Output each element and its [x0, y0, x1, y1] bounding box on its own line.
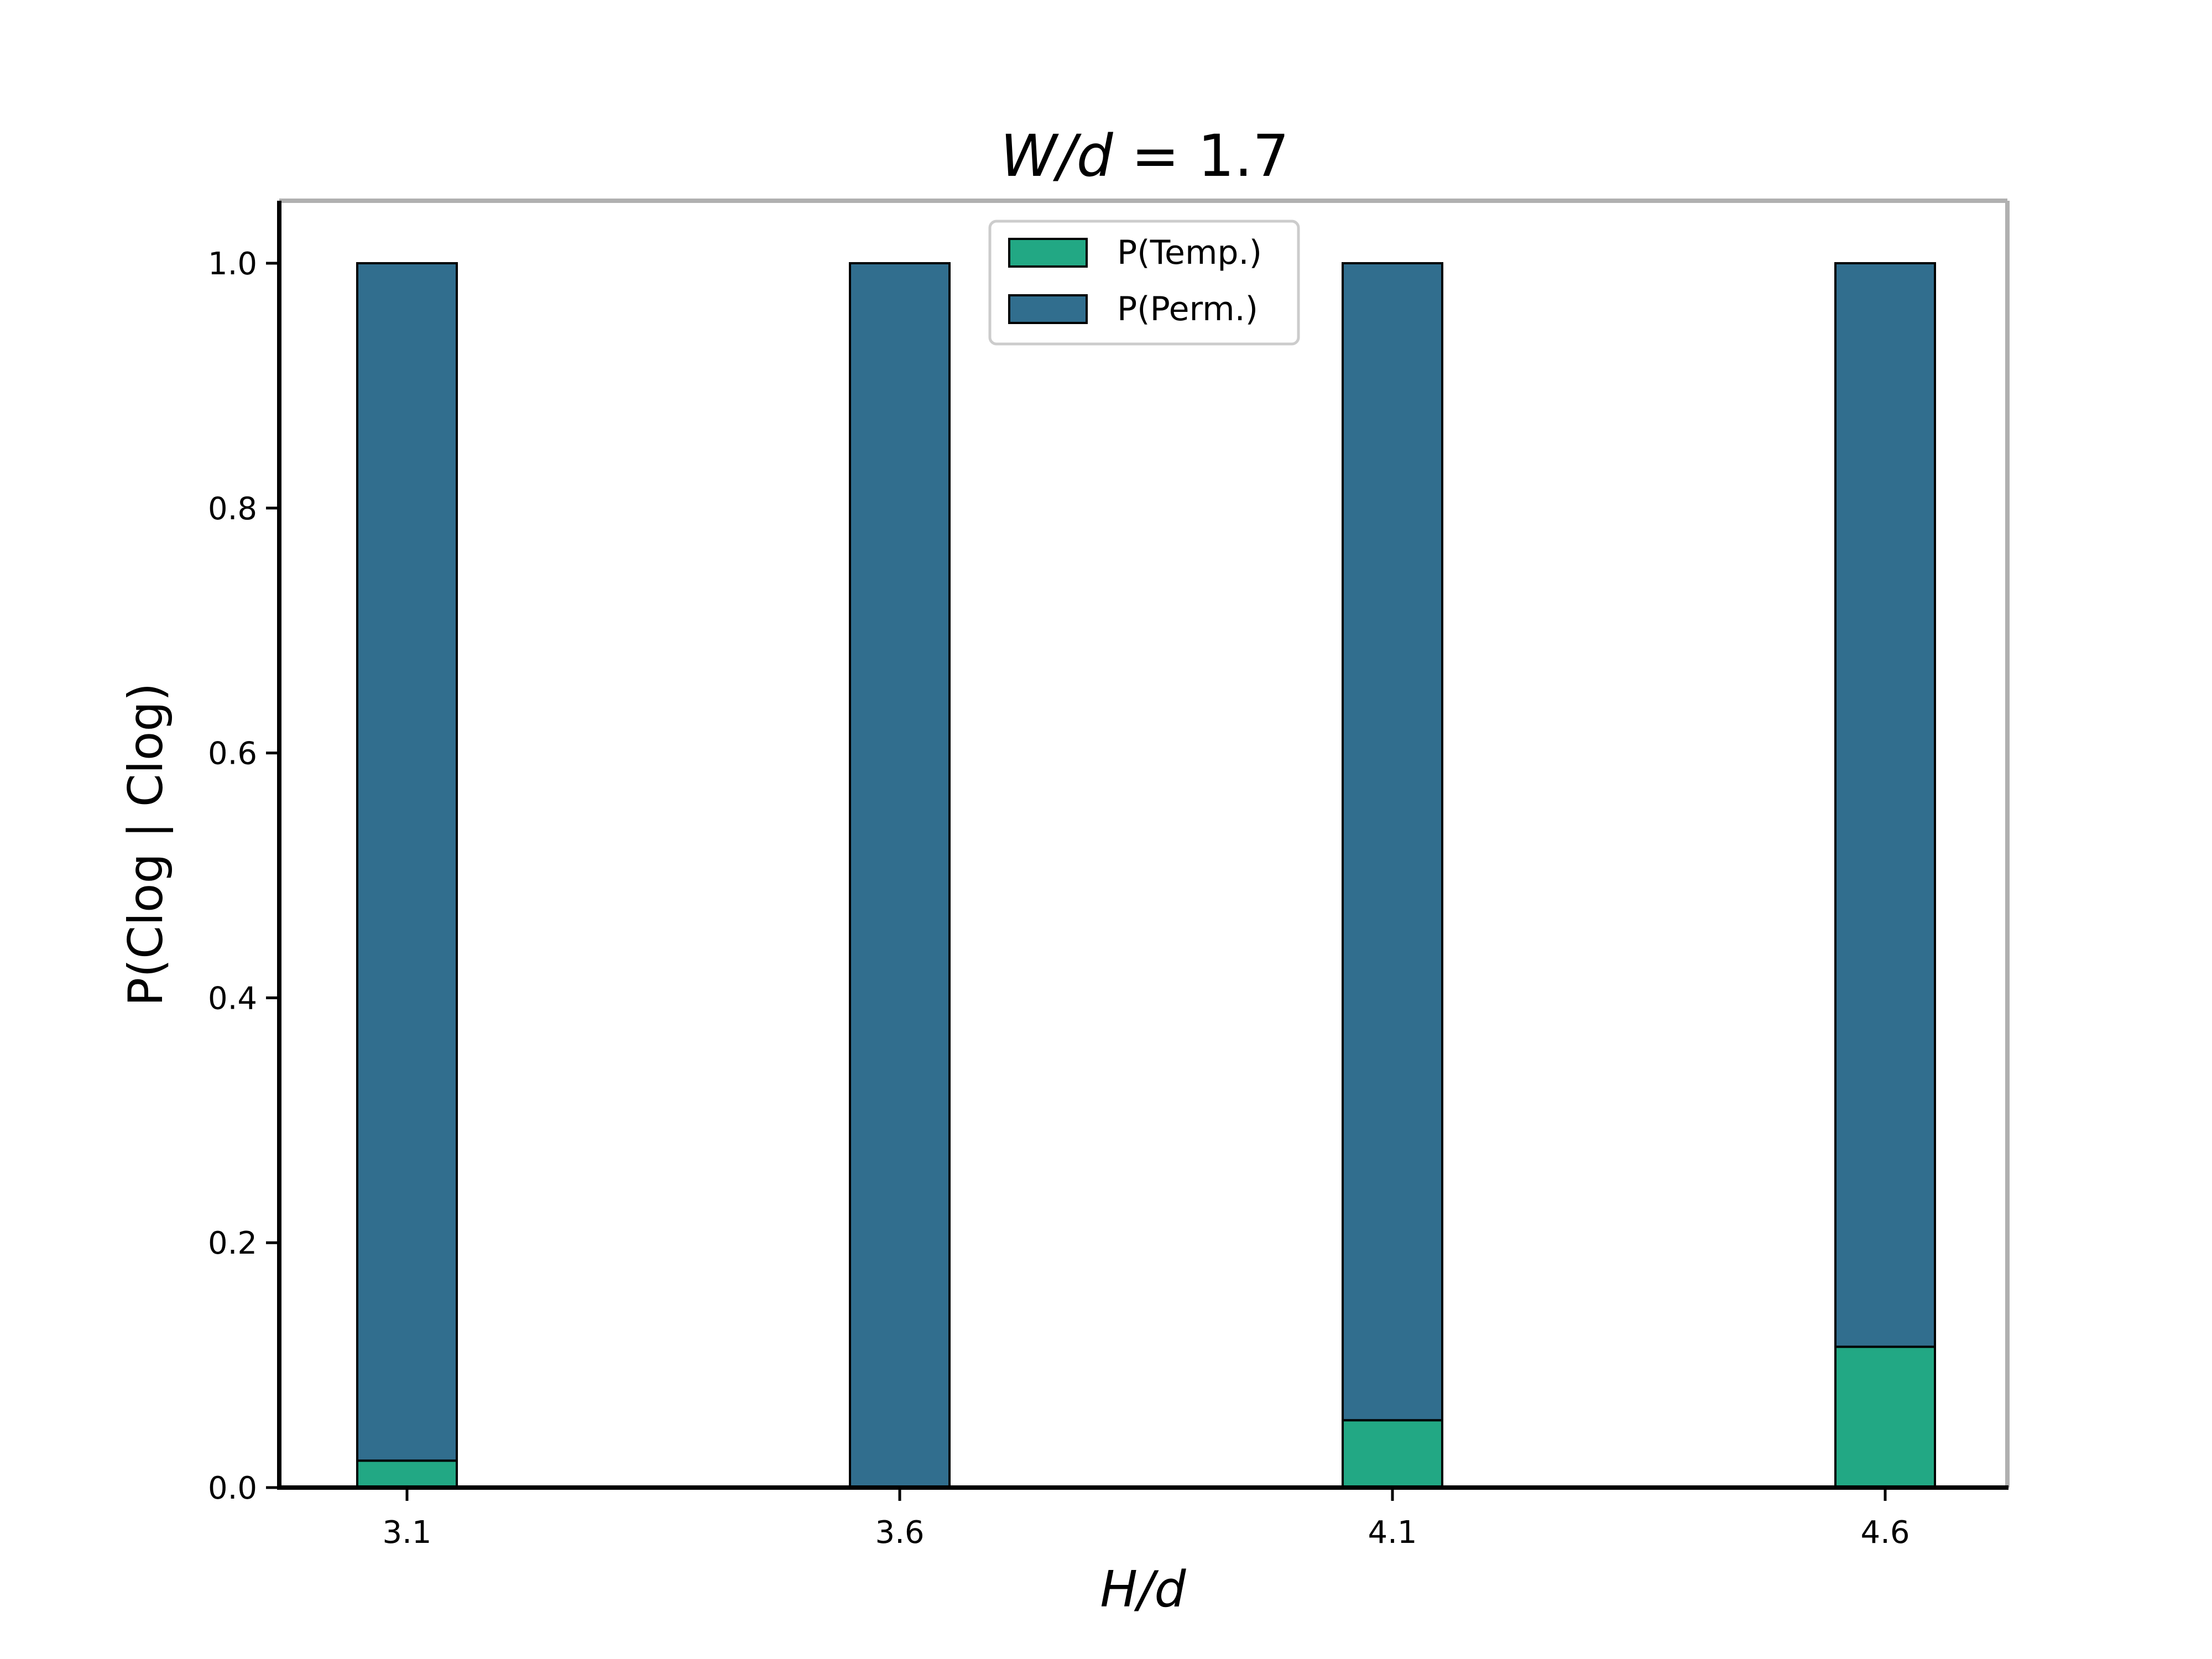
chart-title-equals: = [1113, 122, 1198, 190]
legend-label-perm: P(Perm.) [1117, 290, 1258, 328]
x-tick-label: 3.1 [382, 1515, 431, 1551]
chart-title: W/d = 1.7 [1000, 122, 1290, 190]
bar-perm-3.1 [356, 262, 458, 1462]
legend-label-temp: P(Temp.) [1117, 233, 1262, 272]
x-ticks: 3.1 3.6 4.1 4.6 [382, 1488, 1910, 1551]
bar-temp-3.1 [356, 1459, 458, 1489]
y-tick-label: 0.2 [208, 1225, 257, 1261]
x-tick-label: 4.6 [1860, 1515, 1910, 1551]
bar-perm-4.6 [1834, 262, 1936, 1348]
bars-group [356, 262, 1936, 1489]
legend-swatch-perm [1008, 294, 1088, 324]
plot-frame [279, 199, 2010, 1488]
bar-temp-4.6 [1834, 1345, 1936, 1489]
y-tick-label: 0.6 [208, 736, 257, 772]
bar-temp-4.1 [1342, 1419, 1443, 1489]
bar-perm-3.6 [849, 262, 951, 1489]
legend: P(Temp.) P(Perm.) [988, 220, 1300, 346]
x-axis-label: H/d [1100, 1561, 1186, 1619]
axes-group [277, 201, 2008, 1490]
y-tick-label: 0.4 [208, 980, 257, 1016]
legend-swatch-temp [1008, 238, 1088, 268]
y-tick-label: 0.0 [208, 1470, 257, 1506]
y-tick-label: 1.0 [208, 246, 257, 282]
y-axis-label: P(Clog | Clog) [118, 683, 174, 1006]
x-tick-label: 3.6 [875, 1515, 924, 1551]
chart-title-variable: W/d [1000, 122, 1114, 190]
y-ticks: 0.0 0.2 0.4 0.6 0.8 1.0 [208, 246, 279, 1506]
x-tick-label: 4.1 [1368, 1515, 1417, 1551]
y-tick-label: 0.8 [208, 491, 257, 527]
bar-perm-4.1 [1342, 262, 1443, 1422]
chart-title-value: 1.7 [1198, 122, 1289, 190]
